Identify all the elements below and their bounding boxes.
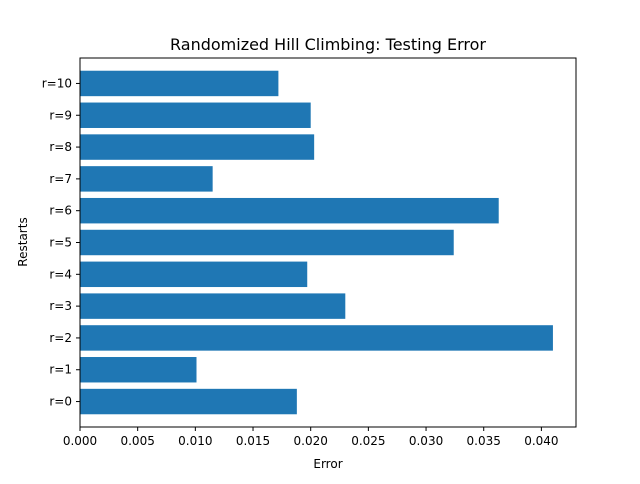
y-tick-label: r=7	[49, 172, 72, 186]
bar-r-5	[80, 229, 454, 256]
x-tick-label: 0.020	[294, 434, 328, 448]
y-tick-label: r=2	[49, 331, 72, 345]
x-tick-label: 0.000	[63, 434, 97, 448]
x-axis-label: Error	[313, 457, 342, 471]
x-tick-label: 0.040	[524, 434, 558, 448]
x-tick-label: 0.030	[409, 434, 443, 448]
bar-r-6	[80, 197, 499, 224]
bar-r-0	[80, 388, 297, 415]
bar-r-3	[80, 293, 346, 319]
y-tick-label: r=6	[49, 204, 72, 218]
y-tick-label: r=4	[49, 267, 72, 281]
bar-r-10	[80, 70, 279, 97]
axes-layer: 0.000 0.005 0.010 0.015 0.020 0.025 0.030 0.035…	[42, 57, 577, 448]
bar-r-2	[80, 325, 553, 351]
y-axis-label: Restarts	[16, 217, 30, 266]
x-tick-label: 0.010	[178, 434, 212, 448]
x-tick-label: 0.005	[120, 434, 154, 448]
y-tick-label: r=3	[49, 299, 72, 313]
y-tick-label: r=9	[49, 108, 72, 122]
bar-r-8	[80, 134, 315, 160]
y-tick-label: r=10	[42, 76, 72, 90]
x-tick-label: 0.035	[467, 434, 501, 448]
y-tick-label: r=8	[49, 140, 72, 154]
y-tick-label: r=5	[49, 236, 72, 250]
bar-r-1	[80, 357, 197, 383]
y-tick-label: r=0	[49, 395, 72, 409]
bars-layer	[80, 70, 553, 415]
chart-title: Randomized Hill Climbing: Testing Error	[170, 35, 486, 54]
x-tick-label: 0.015	[236, 434, 270, 448]
bar-r-7	[80, 166, 213, 192]
y-tick-label: r=1	[49, 363, 72, 377]
bar-r-4	[80, 261, 308, 288]
x-tick-label: 0.025	[351, 434, 385, 448]
bar-r-9	[80, 102, 311, 128]
